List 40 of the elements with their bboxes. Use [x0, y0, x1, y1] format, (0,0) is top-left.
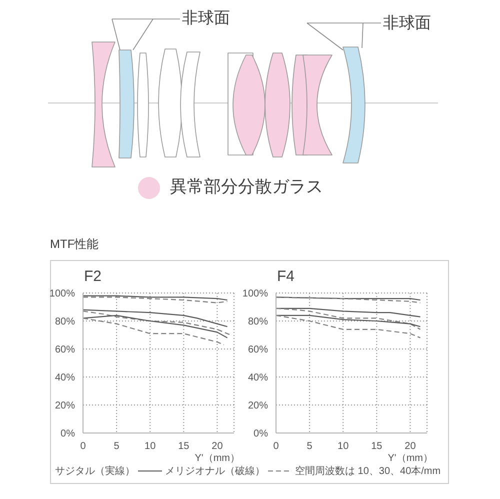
y-tick-label: 40% [54, 372, 76, 384]
x-tick-label: 15 [178, 441, 190, 452]
text: サジタル（実線） [55, 464, 135, 478]
text: 非球面 [182, 9, 230, 28]
text: 非球面 [383, 14, 431, 34]
x-tick-label: 0 [273, 441, 280, 452]
text: 異常部分分散ガラス [170, 177, 323, 198]
y-tick-label: 0% [60, 428, 76, 440]
line-series [276, 314, 421, 338]
y-tick-label: 80% [54, 316, 76, 328]
x-axis-title: Y'（mm） [388, 452, 433, 465]
chart-title: F2 [84, 268, 102, 285]
y-tick-label: 0% [254, 428, 268, 440]
chart-title: F4 [277, 268, 295, 285]
line-series [83, 310, 232, 336]
y-tick-label: 40% [248, 372, 268, 384]
x-tick-label: 15 [371, 441, 383, 452]
x-tick-label: 10 [144, 441, 156, 452]
y-tick-label: 60% [54, 344, 76, 356]
y-tick-label: 80% [248, 316, 268, 328]
x-tick-label: 10 [338, 441, 350, 452]
line-series [83, 314, 228, 338]
text: MTF性能 [50, 236, 99, 253]
x-tick-label: 20 [404, 441, 416, 452]
y-tick-label: 60% [248, 344, 268, 356]
x-tick-label: 0 [80, 441, 86, 452]
x-tick-label: 5 [114, 441, 120, 452]
y-tick-label: 20% [54, 400, 76, 412]
x-axis-title: Y'（mm） [194, 452, 240, 465]
line-series [276, 314, 421, 328]
line-series [83, 309, 228, 328]
y-tick-label: 100% [49, 288, 76, 300]
y-tick-label: 20% [248, 400, 268, 412]
line-series [83, 318, 224, 346]
x-tick-label: 5 [306, 441, 313, 452]
x-tick-label: 20 [212, 441, 224, 452]
y-tick-label: 100% [242, 288, 268, 300]
text: メリジオナル（破線） [165, 464, 265, 478]
line-series [276, 308, 421, 330]
text: 空間周波数は 10、30、40本/mm [295, 464, 441, 478]
